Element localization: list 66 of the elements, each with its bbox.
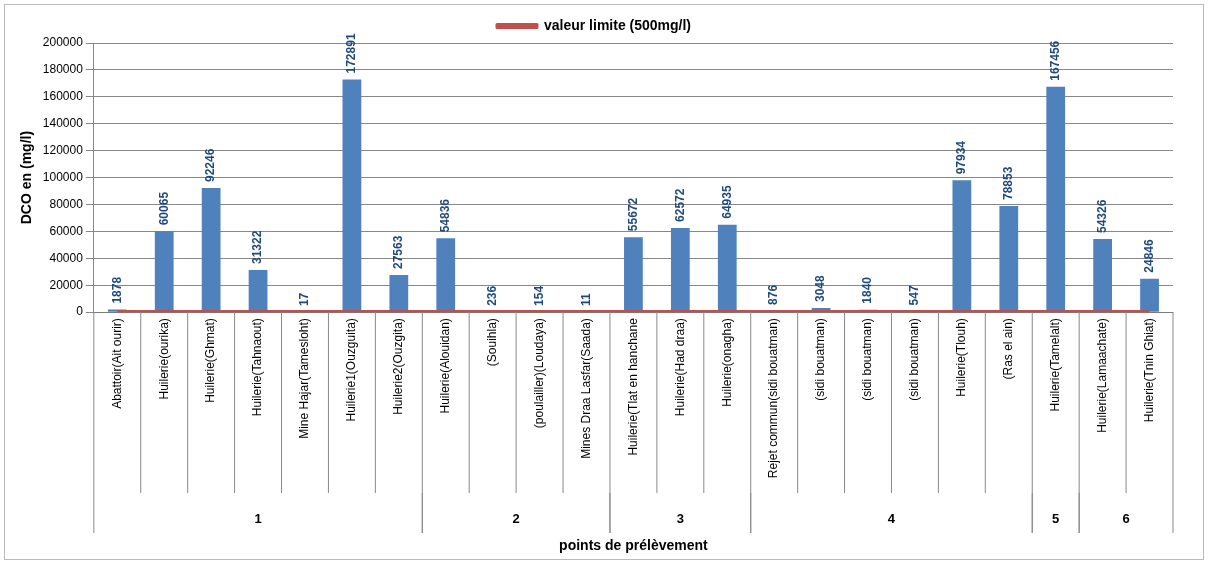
data-label: 60065 [156, 191, 171, 226]
data-label: 236 [484, 285, 499, 306]
x-tick-label: (sidi bouatman) [907, 318, 922, 401]
data-label: 167456 [1048, 40, 1063, 81]
x-tick-label: Abattoir(Ait ourir) [109, 318, 124, 409]
text: 3 [676, 510, 684, 526]
y-tick-label: 80000 [49, 196, 84, 211]
data-label: 27563 [391, 235, 406, 270]
x-tick-label: Huilerie(Alouidan) [438, 318, 453, 414]
y-tick-label: 100000 [42, 169, 84, 184]
x-tick-label: Huilerie2(Ouzgita) [391, 318, 406, 415]
y-axis-title: DCO en (mg/l) [18, 130, 35, 225]
y-tick-label: 0 [76, 304, 84, 319]
legend-label: valeur limite (500mg/l) [543, 16, 692, 33]
x-tick-label: Huilerie(Tahnaout) [250, 318, 265, 417]
data-label: 97934 [954, 140, 969, 175]
data-label: 154 [531, 285, 546, 306]
data-label: 54836 [438, 198, 453, 233]
data-label: 64935 [719, 185, 734, 219]
data-label: 17 [297, 292, 312, 307]
text: 4 [887, 510, 896, 526]
data-label: 1840 [860, 276, 875, 304]
x-axis-title: points de prélèvement [559, 537, 709, 554]
y-tick-label: 40000 [49, 250, 84, 265]
text: 5 [1052, 510, 1060, 526]
y-tick-label: 20000 [49, 277, 84, 292]
y-tick-label: 160000 [42, 89, 84, 104]
data-label: 78853 [1001, 166, 1016, 201]
x-tick-label: Huilerie1(Ouzguita) [344, 318, 359, 422]
x-tick-label: Huilerie(Tamelalt) [1048, 318, 1063, 412]
data-label: 55672 [625, 197, 640, 232]
x-tick-label: Huilerie(Tnin Ghiat) [1141, 318, 1156, 423]
x-tick-label: Mines Draa Lasfar(Saada) [578, 318, 593, 459]
data-label: 11 [578, 293, 593, 307]
data-label: 172891 [344, 33, 359, 74]
data-label: 54326 [1094, 199, 1109, 234]
x-tick-label: (sidi bouatman) [860, 318, 875, 401]
x-tick-label: (sidi bouatman) [813, 318, 828, 401]
text: 1 [254, 510, 262, 526]
x-tick-label: Huilerie(ourika) [156, 318, 171, 400]
x-tick-label: Huilerie(onagha) [719, 318, 734, 407]
data-label: 1878 [109, 276, 124, 304]
text: 6 [1122, 510, 1130, 526]
y-tick-label: 200000 [42, 35, 84, 50]
x-tick-label: (Ras el ain) [1001, 318, 1016, 380]
x-tick-label: Huilerie(Lamaachate) [1094, 318, 1109, 433]
x-tick-label: Huilerie(Tlat en hanchane [625, 317, 640, 456]
x-tick-label: (Souihla) [484, 318, 499, 367]
x-tick-label: Huilerie(Had draa) [672, 318, 687, 417]
x-tick-label: Mine Hajar(Tamesloht) [297, 318, 312, 439]
y-tick-label: 120000 [42, 142, 84, 157]
y-tick-label: 180000 [42, 62, 84, 77]
text: 2 [512, 510, 520, 526]
data-label: 31322 [250, 230, 265, 264]
y-tick-label: 140000 [42, 116, 84, 131]
data-label: 24846 [1141, 239, 1156, 273]
data-label: 3048 [813, 275, 828, 303]
data-label: 62572 [672, 188, 687, 222]
data-label: 547 [907, 285, 922, 306]
data-label: 92246 [203, 148, 218, 182]
data-label: 876 [766, 284, 781, 305]
x-tick-label: Huilerie(Tlouh) [954, 318, 969, 397]
x-tick-label: Huilerie(Ghmat) [203, 318, 218, 403]
x-tick-label: Rejet commun(sidi bouatman) [766, 318, 781, 479]
x-tick-label: (poulailler)(Loudaya) [531, 318, 546, 429]
y-tick-label: 60000 [49, 223, 84, 238]
